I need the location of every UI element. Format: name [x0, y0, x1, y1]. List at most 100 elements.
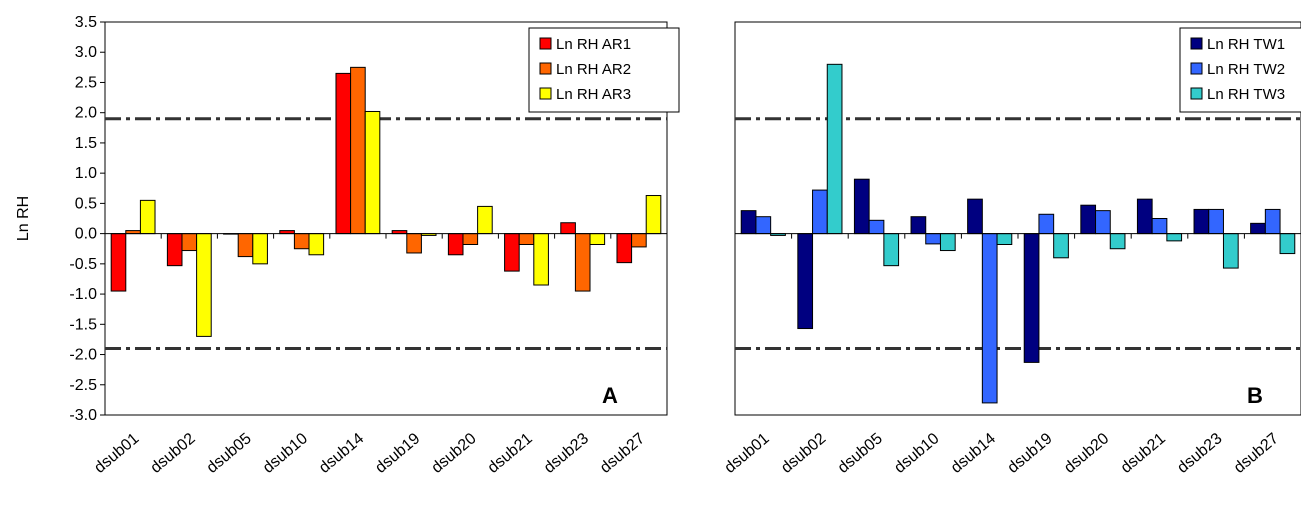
x-category-label: dsub20 — [1061, 430, 1112, 477]
bar-ln-rh-tw1-dsub21 — [1136, 198, 1153, 235]
y-tick-label: 0.5 — [75, 195, 97, 212]
y-tick-label: 2.0 — [75, 105, 97, 122]
bar-ln-rh-ar3-dsub10 — [308, 233, 325, 256]
y-tick-label: 1.5 — [75, 135, 97, 152]
y-tick-label: -1.0 — [69, 286, 97, 303]
bar-ln-rh-ar1-dsub02 — [166, 233, 183, 267]
legend-swatch — [539, 62, 552, 75]
bar-ln-rh-tw3-dsub05 — [883, 233, 900, 267]
y-tick-label: -2.0 — [69, 347, 97, 364]
bar-ln-rh-ar2-dsub21 — [518, 233, 535, 245]
legend-entry-label: Ln RH TW1 — [1207, 36, 1285, 53]
bar-ln-rh-tw3-dsub10 — [939, 233, 956, 252]
x-category-label: dsub23 — [1174, 430, 1225, 477]
bar-ln-rh-ar1-dsub20 — [447, 233, 464, 256]
x-category-label: dsub27 — [1231, 430, 1282, 477]
bar-ln-rh-ar1-dsub23 — [560, 222, 576, 235]
bar-ln-rh-tw2-dsub14 — [981, 233, 998, 404]
bar-ln-rh-ar2-dsub23 — [574, 233, 591, 292]
y-axis-title: Ln RH — [15, 196, 32, 241]
bar-ln-rh-ar2-dsub20 — [462, 233, 479, 245]
x-category-label: dsub01 — [722, 430, 773, 477]
bar-ln-rh-ar1-dsub01 — [110, 233, 127, 292]
bar-ln-rh-tw2-dsub01 — [755, 216, 772, 235]
bar-ln-rh-ar3-dsub23 — [589, 233, 606, 245]
bar-ln-rh-tw3-dsub23 — [1222, 233, 1239, 269]
legend-swatch — [1190, 62, 1203, 75]
legend-entry-label: Ln RH TW3 — [1207, 86, 1285, 103]
y-tick-label: 0.0 — [75, 226, 97, 243]
x-category-label: dsub14 — [948, 430, 999, 477]
legend-entry-label: Ln RH TW2 — [1207, 61, 1285, 78]
legend-swatch — [539, 37, 552, 50]
x-category-label: dsub20 — [428, 430, 479, 477]
legend-swatch — [1190, 87, 1203, 100]
bar-ln-rh-tw2-dsub27 — [1264, 208, 1281, 235]
bar-ln-rh-tw2-dsub23 — [1208, 208, 1224, 235]
x-category-label: dsub23 — [541, 430, 592, 477]
bar-ln-rh-ar3-dsub21 — [533, 233, 549, 286]
legend-entry-label: Ln RH AR3 — [556, 86, 631, 103]
panel-letter: A — [602, 383, 618, 408]
bar-ln-rh-ar3-dsub05 — [252, 233, 268, 265]
bar-ln-rh-ar2-dsub14 — [350, 66, 366, 235]
chart-panel-b: dsub01 dsub02 dsub05 dsub10 dsub14 dsub19 dsub… — [722, 21, 1301, 477]
legend-entry-label: Ln RH AR2 — [556, 61, 631, 78]
legend-swatch — [1190, 37, 1203, 50]
bar-ln-rh-tw2-dsub20 — [1095, 210, 1111, 235]
bar-ln-rh-tw2-dsub10 — [925, 233, 941, 245]
x-category-label: dsub10 — [891, 430, 942, 477]
y-tick-label: 3.5 — [75, 14, 97, 31]
bar-ln-rh-ar1-dsub21 — [504, 233, 520, 272]
bar-ln-rh-tw1-dsub19 — [1023, 233, 1040, 363]
bar-ln-rh-tw1-dsub20 — [1080, 204, 1097, 235]
legend-entry-label: Ln RH AR1 — [556, 36, 631, 53]
x-category-label: dsub05 — [204, 430, 255, 477]
bar-ln-rh-tw1-dsub27 — [1250, 222, 1266, 235]
plot-area-frame — [734, 21, 1301, 416]
bar-ln-rh-ar1-dsub27 — [616, 233, 633, 264]
bar-ln-rh-tw1-dsub02 — [797, 233, 814, 330]
bar-ln-rh-tw1-dsub01 — [740, 210, 757, 235]
bar-ln-rh-tw3-dsub19 — [1053, 233, 1069, 259]
chart-panel-a: 3.5 3.0 2.5 2.0 1.5 1.0 0.5 0.0 -0.5 -1.0 -1.5 -2.0… — [15, 14, 680, 477]
x-category-label: dsub21 — [485, 430, 536, 477]
bar-ln-rh-tw3-dsub02 — [826, 63, 843, 235]
y-tick-label: -2.5 — [69, 377, 97, 394]
x-category-label: dsub10 — [260, 430, 311, 477]
x-category-label: dsub27 — [597, 430, 648, 477]
bar-ln-rh-tw1-dsub05 — [853, 178, 870, 235]
x-category-label: dsub02 — [778, 430, 829, 477]
legend-swatch — [539, 87, 552, 100]
bar-ln-rh-tw2-dsub02 — [812, 189, 828, 235]
bar-ln-rh-ar2-dsub10 — [293, 233, 310, 250]
y-tick-label: -1.5 — [69, 316, 97, 333]
y-tick-label: -3.0 — [69, 407, 97, 424]
x-category-label: dsub19 — [1005, 430, 1056, 477]
bar-ln-rh-ar3-dsub14 — [364, 110, 381, 235]
bar-ln-rh-tw1-dsub23 — [1193, 208, 1210, 235]
legend-box — [528, 27, 680, 113]
y-tick-label: 1.0 — [75, 165, 97, 182]
x-category-label: dsub14 — [316, 430, 367, 477]
y-tick-label: 3.0 — [75, 44, 97, 61]
bar-ln-rh-ar3-dsub27 — [645, 195, 662, 235]
bar-ln-rh-ar2-dsub27 — [631, 233, 647, 248]
bar-ln-rh-ar3-dsub02 — [196, 233, 212, 337]
x-category-label: dsub02 — [147, 430, 198, 477]
bar-ln-rh-ar1-dsub14 — [335, 72, 352, 235]
bar-ln-rh-tw3-dsub21 — [1166, 233, 1183, 242]
bar-ln-rh-tw3-dsub20 — [1109, 233, 1126, 250]
y-tick-label: -0.5 — [69, 256, 97, 273]
bar-ln-rh-tw2-dsub05 — [868, 219, 885, 235]
plot-area-frame — [104, 21, 668, 416]
bar-ln-rh-tw1-dsub10 — [910, 216, 927, 235]
x-category-label: dsub01 — [91, 430, 142, 477]
y-tick-label: 2.5 — [75, 74, 97, 91]
bar-ln-rh-tw1-dsub14 — [967, 198, 983, 235]
bar-ln-rh-ar3-dsub01 — [139, 199, 156, 235]
bar-ln-rh-ar2-dsub05 — [237, 233, 254, 258]
bar-ln-rh-tw2-dsub19 — [1038, 213, 1055, 235]
panel-letter: B — [1247, 383, 1263, 408]
